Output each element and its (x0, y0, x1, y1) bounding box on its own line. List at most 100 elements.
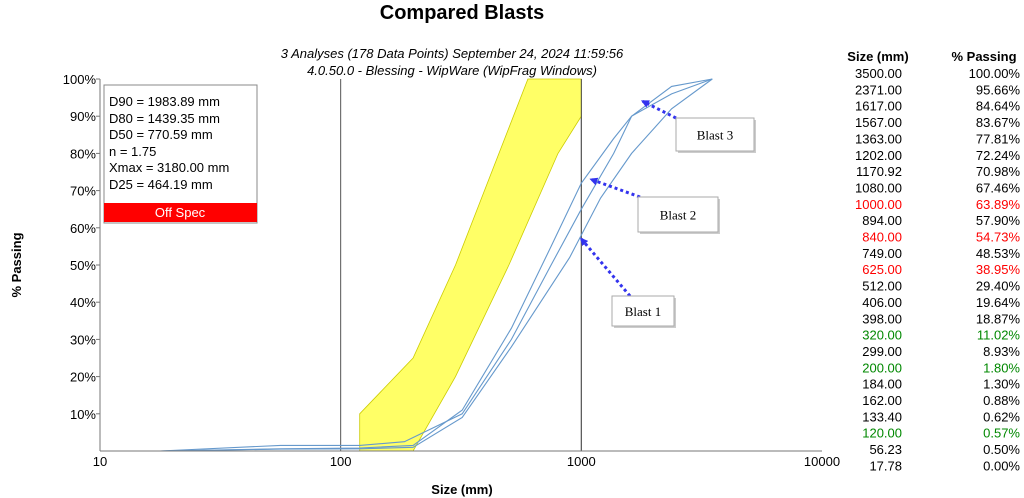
callout-box (675, 117, 755, 152)
stat-d80: D80 = 1439.35 mm (109, 111, 220, 126)
callout-blast-2: Blast 2 (589, 177, 720, 234)
table-cell-passing: 8.93% (983, 344, 1020, 359)
status-badge (104, 203, 257, 222)
table-cell-size: 120.00 (862, 426, 902, 441)
table-cell-size: 184.00 (862, 377, 902, 392)
series-line-3 (160, 78, 713, 452)
callout-arrow (640, 99, 677, 120)
stat-xmax: Xmax = 3180.00 mm (109, 160, 229, 175)
x-tick-label: 10 (93, 454, 107, 469)
table-cell-passing: 19.64% (976, 295, 1021, 310)
table-cell-passing: 67.46% (976, 180, 1021, 195)
callout-blast-3: Blast 3 (640, 99, 756, 153)
table-cell-passing: 0.00% (983, 458, 1020, 473)
y-tick-label: 40% (70, 295, 96, 310)
x-axis-label: Size (mm) (431, 482, 492, 497)
table-cell-size: 56.23 (869, 442, 902, 457)
y-tick-label: 60% (70, 221, 96, 236)
size-table: Size (mm) % Passing 3500.00 100.00% 2371.0… (847, 49, 1020, 473)
chart-subtitle-line2: 4.0.50.0 - Blessing - WipWare (WipFrag W… (307, 63, 597, 78)
table-cell-size: 625.00 (862, 262, 902, 277)
table-cell-passing: 38.95% (976, 262, 1021, 277)
callout-label: Blast 1 (625, 304, 661, 319)
status-label: Off Spec (155, 205, 206, 220)
table-cell-size: 162.00 (862, 393, 902, 408)
x-ticks: 10 100 1000 10000 (93, 454, 840, 469)
callout-box (637, 196, 719, 233)
stat-d50: D50 = 770.59 mm (109, 127, 213, 142)
stats-box-frame (103, 84, 258, 224)
table-cell-size: 200.00 (862, 360, 902, 375)
table-cell-passing: 0.50% (983, 442, 1020, 457)
table-cell-size: 299.00 (862, 344, 902, 359)
y-tick-label: 10% (70, 407, 96, 422)
table-cell-passing: 0.62% (983, 409, 1020, 424)
callout-box (611, 295, 675, 327)
table-cell-passing: 1.80% (983, 360, 1020, 375)
table-cell-size: 3500.00 (855, 66, 902, 81)
callout-blast-1: Blast 1 (580, 237, 676, 328)
table-cell-passing: 29.40% (976, 279, 1021, 294)
table-cell-size: 1170.92 (856, 164, 902, 179)
table-cell-size: 1567.00 (855, 115, 902, 130)
table-cell-size: 1617.00 (855, 99, 902, 114)
y-tick-label: 80% (70, 146, 96, 161)
table-header-passing: % Passing (951, 49, 1016, 64)
table-cell-size: 1080.00 (855, 180, 902, 195)
x-tick-label: 10000 (804, 454, 840, 469)
spec-band-area (359, 78, 582, 452)
chart-title: Compared Blasts (380, 2, 545, 24)
y-ticks: 10% 20% 30% 40% 50% 60% 70% 80% 90% 100% (63, 72, 100, 422)
callout-arrow (580, 237, 632, 297)
table-cell-size: 749.00 (862, 246, 902, 261)
x-tick-label: 100 (330, 454, 352, 469)
table-cell-passing: 100.00% (969, 66, 1021, 81)
callout-arrow (589, 177, 641, 199)
table-cell-size: 1202.00 (855, 148, 902, 163)
table-cell-size: 894.00 (862, 213, 902, 228)
stats-box: D90 = 1983.89 mm D80 = 1439.35 mm D50 = … (103, 84, 258, 224)
table-cell-passing: 54.73% (976, 230, 1021, 245)
stat-d90: D90 = 1983.89 mm (109, 94, 220, 109)
table-cell-passing: 95.66% (976, 82, 1021, 97)
table-cell-passing: 77.81% (976, 131, 1021, 146)
table-cell-size: 840.00 (862, 230, 902, 245)
chart-subtitle-line1: 3 Analyses (178 Data Points) September 2… (281, 46, 624, 61)
table-cell-size: 1363.00 (855, 131, 902, 146)
y-tick-label: 70% (70, 184, 96, 199)
table-rows: 3500.00 100.00% 2371.00 95.66% 1617.00 84.64%… (855, 66, 1020, 473)
table-cell-passing: 84.64% (976, 99, 1021, 114)
series-line-2 (160, 78, 713, 452)
table-cell-size: 133.40 (862, 409, 902, 424)
y-tick-label: 100% (63, 72, 97, 87)
stat-n: n = 1.75 (109, 144, 156, 159)
table-cell-size: 320.00 (862, 328, 902, 343)
callout-label: Blast 3 (697, 128, 733, 143)
table-cell-size: 406.00 (862, 295, 902, 310)
table-cell-passing: 18.87% (976, 311, 1021, 326)
table-cell-passing: 70.98% (976, 164, 1021, 179)
table-cell-passing: 11.02% (977, 328, 1021, 343)
x-tick-label: 1000 (567, 454, 596, 469)
table-cell-passing: 1.30% (983, 377, 1020, 392)
table-cell-passing: 63.89% (976, 197, 1021, 212)
table-cell-size: 1000.00 (855, 197, 902, 212)
table-cell-size: 17.78 (869, 458, 902, 473)
table-cell-size: 512.00 (862, 279, 902, 294)
table-cell-passing: 83.67% (976, 115, 1021, 130)
y-tick-label: 50% (70, 258, 96, 273)
callout-label: Blast 2 (660, 208, 696, 223)
y-tick-label: 90% (70, 109, 96, 124)
table-cell-passing: 72.24% (976, 148, 1021, 163)
y-tick-label: 20% (70, 370, 96, 385)
y-axis-label: % Passing (9, 232, 24, 297)
table-cell-passing: 0.88% (983, 393, 1020, 408)
table-cell-size: 398.00 (862, 311, 902, 326)
table-header-size: Size (mm) (847, 49, 908, 64)
table-cell-passing: 57.90% (976, 213, 1021, 228)
stat-d25: D25 = 464.19 mm (109, 177, 213, 192)
table-cell-passing: 48.53% (976, 246, 1021, 261)
annotations: Blast 1 Blast 2 Blast 3 (580, 99, 756, 328)
series-lines (160, 78, 713, 452)
